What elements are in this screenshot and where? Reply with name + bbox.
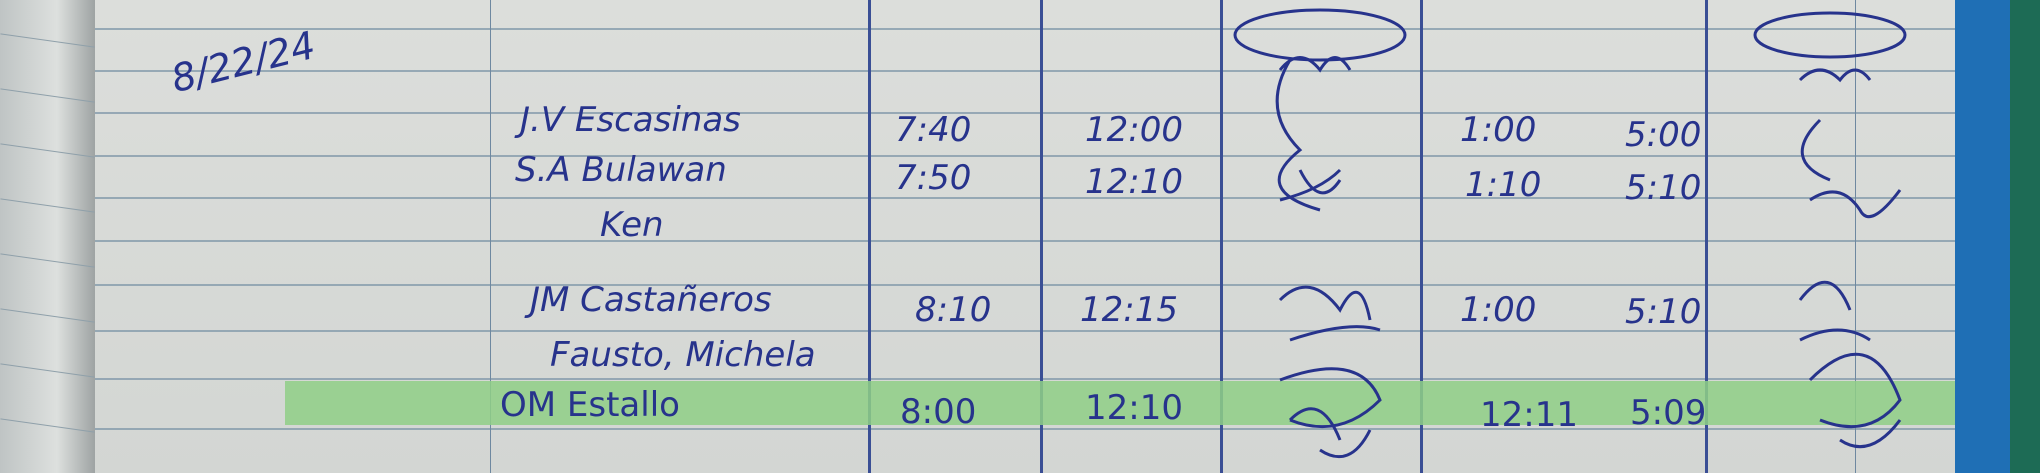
row-name: S.A Bulawan: [515, 150, 727, 190]
time-out-pm: 5:09: [1630, 393, 1707, 433]
time-out-pm: 5:10: [1625, 292, 1702, 332]
time-in-am: 7:40: [895, 110, 972, 150]
signatures-pm: [1753, 11, 1907, 449]
signature: [1233, 8, 1407, 62]
previous-page-edge: [0, 0, 95, 473]
signature: [1275, 56, 1352, 212]
time-in-am: 8:00: [900, 392, 977, 432]
signature: [1798, 280, 1902, 449]
time-in-pm: 1:10: [1465, 165, 1542, 205]
book-cover-edge: [1955, 0, 2010, 473]
signature: [1753, 11, 1907, 59]
row-name: Ken: [600, 205, 664, 245]
row-name: JM Castañeros: [530, 280, 772, 320]
time-out-am: 12:10: [1085, 162, 1183, 202]
time-out-pm: 5:00: [1625, 115, 1702, 155]
time-out-am: 12:15: [1080, 290, 1178, 330]
book-cover-edge-green: [2010, 0, 2040, 473]
time-in-am: 8:10: [915, 290, 992, 330]
time-out-am: 12:10: [1085, 388, 1183, 428]
row-name: Fausto, Michela: [550, 335, 816, 375]
time-in-pm: 1:00: [1460, 290, 1537, 330]
time-in-pm: 1:00: [1460, 110, 1537, 150]
signature: [1798, 68, 1902, 219]
time-out-pm: 5:10: [1625, 168, 1702, 208]
time-in-am: 7:50: [895, 158, 972, 198]
row-name: OM Estallo: [500, 385, 680, 425]
time-in-pm: 12:11: [1480, 395, 1578, 435]
time-out-am: 12:00: [1085, 110, 1183, 150]
highlighted-row: [285, 381, 1965, 425]
row-name: J.V Escasinas: [520, 100, 741, 140]
signature: [1278, 285, 1382, 459]
signatures-am: [1233, 8, 1407, 459]
